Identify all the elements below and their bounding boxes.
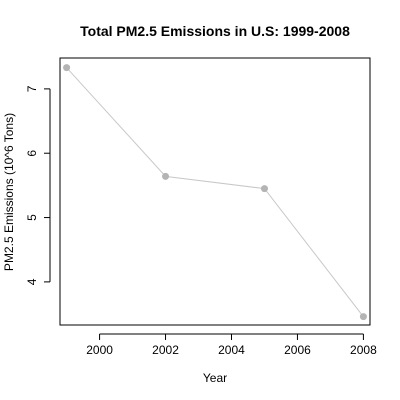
chart-title: Total PM2.5 Emissions in U.S: 1999-2008 [80,23,350,39]
y-axis: 4 5 6 7 [25,85,51,285]
x-tick-label: 2000 [86,343,113,357]
y-tick-label: 5 [25,214,39,221]
data-point [260,185,268,193]
x-tick-label: 2004 [218,343,245,357]
data-series [63,64,367,321]
series-line [66,67,364,317]
x-tick-label: 2006 [284,343,311,357]
x-axis-label: Year [203,371,227,385]
y-axis-label: PM2.5 Emissions (10^6 Tons) [2,113,16,271]
data-point [162,172,170,180]
y-tick-label: 4 [25,278,39,285]
y-tick-label: 6 [25,150,39,157]
plot-frame [59,57,371,326]
x-tick-label: 2002 [152,343,179,357]
data-point [63,64,71,72]
y-tick-label: 7 [25,85,39,92]
data-point [359,313,367,321]
x-axis: 2000 2002 2004 2006 2008 [86,333,377,357]
x-tick-label: 2008 [350,343,377,357]
